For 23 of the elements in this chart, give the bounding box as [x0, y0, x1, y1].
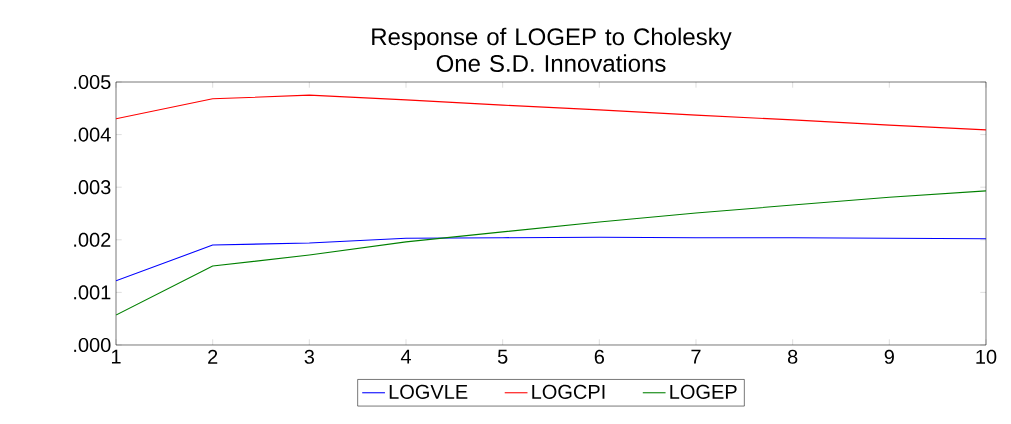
- x-tick-label: 2: [208, 349, 218, 364]
- line-series: [116, 236, 986, 282]
- line-series: [116, 190, 986, 316]
- x-tick-label: 4: [400, 349, 411, 364]
- x-tick-label: 9: [884, 349, 894, 364]
- x-tick-label: 8: [787, 349, 798, 364]
- y-tick-label: .001: [74, 285, 111, 300]
- legend-label: LOGCPI: [532, 384, 605, 399]
- x-tick-label: 7: [691, 349, 701, 364]
- legend-label: LOGVLE: [389, 384, 468, 399]
- line-series: [116, 94, 986, 131]
- x-tick-label: 6: [594, 349, 605, 364]
- x-tick-label: 5: [497, 349, 508, 364]
- y-tick-label: .002: [74, 232, 111, 247]
- y-tick-label: .003: [74, 180, 111, 195]
- x-tick-label: 1: [111, 349, 121, 364]
- y-tick-label: .000: [74, 337, 111, 353]
- x-tick-label: 10: [976, 349, 997, 364]
- y-tick-label: .005: [74, 74, 111, 90]
- legend-label: LOGEP: [670, 384, 737, 399]
- y-tick-label: .004: [74, 127, 111, 142]
- x-tick-label: 3: [304, 349, 315, 364]
- chart-title: Response of LOGEP to Cholesky One S.D. Innovations: [372, 27, 732, 72]
